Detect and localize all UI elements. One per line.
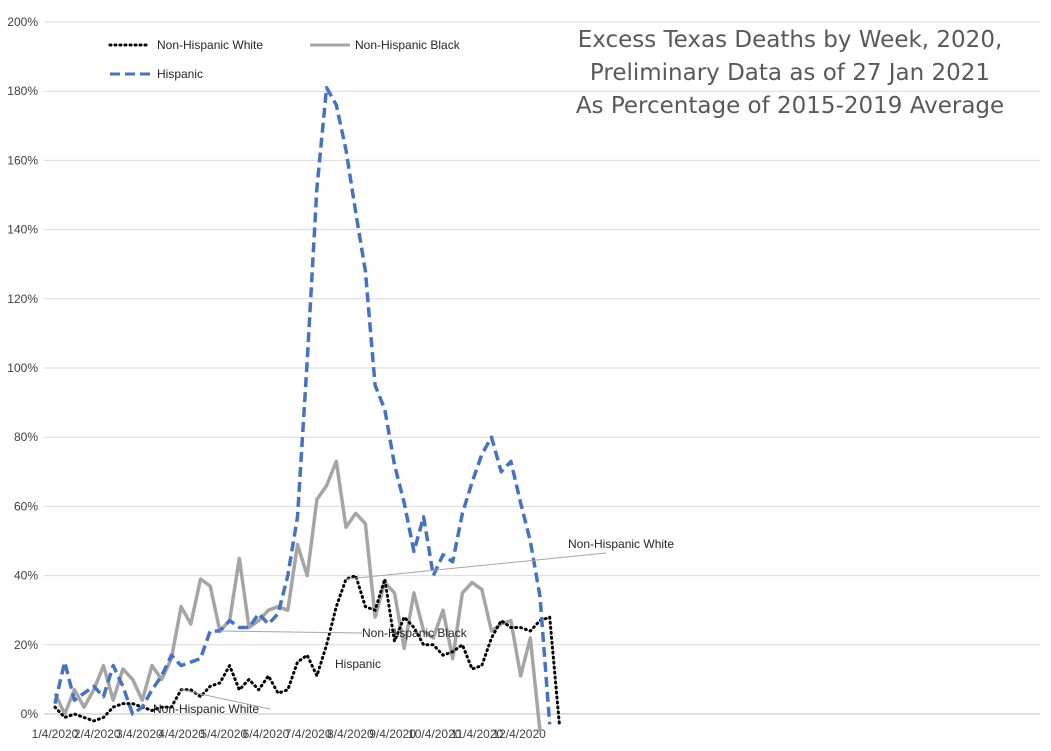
x-tick-label: 10/4/2020 (408, 727, 462, 741)
x-tick-label: 11/4/2020 (451, 727, 504, 741)
x-tick-label: 3/4/2020 (116, 727, 163, 741)
chart-title: Excess Texas Deaths by Week, 2020, Preli… (576, 27, 1004, 119)
y-tick-labels: 0% 20% 40% 60% 80% 100% 120% 140% 160% 180% 200% (7, 15, 38, 721)
annotation-label-hispanic: Hispanic (335, 657, 381, 671)
y-tick-label: 180% (7, 84, 38, 98)
x-tick-label: 12/4/2020 (492, 727, 546, 741)
y-tick-label: 200% (7, 15, 38, 29)
y-tick-label: 140% (7, 223, 38, 237)
x-tick-label: 7/4/2020 (285, 727, 332, 741)
legend-label-non-hispanic-black: Non-Hispanic Black (355, 38, 461, 52)
annotation-label-non-hispanic-black: Non-Hispanic Black (362, 626, 468, 640)
y-tick-label: 120% (7, 292, 38, 306)
chart-title-line-2: Preliminary Data as of 27 Jan 2021 (590, 60, 990, 86)
y-tick-label: 20% (14, 638, 38, 652)
x-tick-label: 8/4/2020 (327, 727, 374, 741)
x-tick-label: 9/4/2020 (369, 727, 416, 741)
series-lines (53, 85, 561, 732)
series-line-non-hispanic-white (53, 574, 561, 726)
chart-title-line-3: As Percentage of 2015-2019 Average (576, 93, 1004, 119)
gridlines (44, 21, 1040, 715)
x-tick-label: 5/4/2020 (200, 727, 247, 741)
annotation-leader (345, 552, 607, 580)
x-tick-label: 6/4/2020 (243, 727, 290, 741)
annotation-label-non-hispanic-white: Non-Hispanic White (153, 702, 259, 716)
y-tick-label: 100% (7, 361, 38, 375)
x-tick-labels: 1/4/20202/4/20203/4/20204/4/20205/4/2020… (32, 727, 547, 741)
legend-label-non-hispanic-white: Non-Hispanic White (157, 38, 263, 52)
y-tick-label: 160% (7, 153, 38, 167)
series-line-hispanic (53, 85, 552, 725)
x-tick-label: 1/4/2020 (32, 727, 79, 741)
y-tick-label: 80% (14, 430, 38, 444)
series-line-non-hispanic-black (53, 459, 542, 732)
chart-title-line-1: Excess Texas Deaths by Week, 2020, (578, 27, 1003, 53)
y-tick-label: 60% (14, 499, 38, 513)
annotation-leader (219, 630, 363, 634)
x-tick-label: 2/4/2020 (74, 727, 121, 741)
y-tick-label: 0% (21, 707, 39, 721)
legend-label-hispanic: Hispanic (157, 67, 203, 81)
y-tick-label: 40% (14, 569, 38, 583)
legend: Non-Hispanic White Non-Hispanic Black Hi… (108, 38, 461, 81)
annotation-leader (180, 689, 271, 710)
x-tick-label: 4/4/2020 (158, 727, 205, 741)
annotation-label-non-hispanic-white: Non-Hispanic White (568, 537, 674, 551)
data-annotations: Non-Hispanic White Non-Hispanic Black Hisp… (153, 537, 674, 716)
